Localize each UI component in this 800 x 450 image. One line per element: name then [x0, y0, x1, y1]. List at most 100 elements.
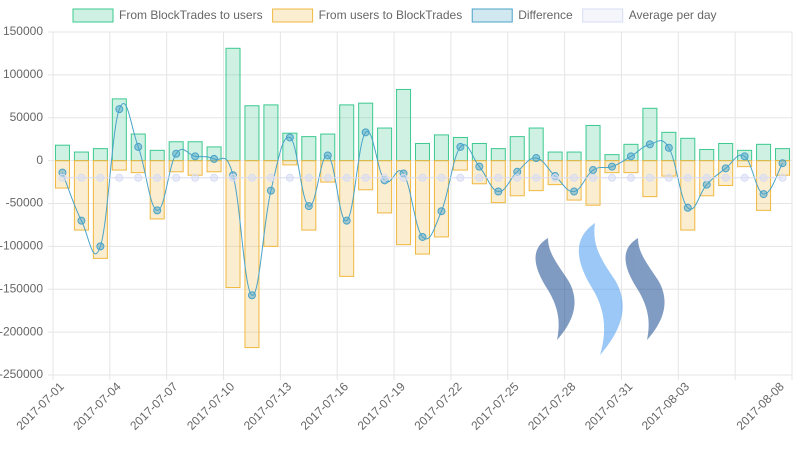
x-tick-label: 2017-07-16	[298, 379, 352, 433]
bar	[225, 47, 241, 162]
point	[721, 164, 730, 173]
point	[645, 140, 654, 149]
point	[740, 173, 749, 182]
bar	[642, 107, 658, 162]
x-tick-label: 2017-07-07	[127, 379, 181, 433]
x-tick-label: 2017-08-03	[639, 379, 693, 433]
bar	[130, 160, 146, 174]
x-tick-label: 2017-07-28	[525, 379, 579, 433]
x-tick-label: 2017-07-25	[468, 379, 522, 433]
point	[456, 173, 465, 182]
bar	[433, 134, 449, 162]
point	[172, 173, 181, 182]
point	[607, 162, 616, 171]
point	[551, 173, 560, 182]
y-tick-label: 150000	[3, 24, 43, 38]
x-tick-label: 2017-07-31	[582, 379, 636, 433]
point	[229, 173, 238, 182]
point	[759, 190, 768, 199]
bar	[718, 142, 734, 162]
point	[740, 152, 749, 161]
bar	[339, 104, 355, 162]
point	[210, 173, 219, 182]
point	[778, 173, 787, 182]
bar	[263, 104, 279, 162]
y-tick-label: 100000	[3, 67, 43, 81]
bar	[756, 160, 772, 211]
point	[626, 173, 635, 182]
point	[323, 173, 332, 182]
bar	[149, 149, 165, 162]
bar	[244, 105, 260, 162]
point	[418, 232, 427, 241]
point	[683, 203, 692, 212]
point	[721, 173, 730, 182]
point	[134, 142, 143, 151]
bar	[566, 151, 582, 162]
point	[285, 173, 294, 182]
point	[115, 173, 124, 182]
bar	[756, 143, 772, 162]
point	[570, 173, 579, 182]
point	[361, 173, 370, 182]
point	[513, 173, 522, 182]
bar	[282, 160, 298, 166]
point	[266, 186, 275, 195]
point	[323, 151, 332, 160]
point	[437, 173, 446, 182]
bar	[433, 160, 449, 238]
point	[380, 173, 389, 182]
point	[626, 152, 635, 161]
bar	[54, 144, 70, 162]
legend-label: From BlockTrades to users	[119, 8, 263, 22]
point	[191, 152, 200, 161]
bar	[680, 137, 696, 162]
bar	[149, 160, 165, 220]
bar	[585, 124, 601, 162]
point	[702, 180, 711, 189]
point	[172, 149, 181, 158]
point	[77, 216, 86, 225]
point	[664, 143, 673, 152]
point	[247, 173, 256, 182]
bar	[452, 160, 468, 171]
steem-logo	[535, 223, 665, 355]
point	[437, 207, 446, 216]
point	[58, 173, 67, 182]
bar	[509, 136, 525, 162]
grid	[48, 31, 793, 380]
y-tick-label: -200000	[0, 324, 43, 338]
point	[134, 173, 143, 182]
point	[494, 187, 503, 196]
legend-swatch	[582, 8, 624, 23]
bar	[490, 148, 506, 162]
point	[191, 173, 200, 182]
y-tick-label: 0	[36, 153, 43, 167]
bar	[414, 142, 431, 162]
bar	[92, 148, 108, 162]
point	[285, 133, 294, 142]
x-tick-label: 2017-07-22	[411, 379, 465, 433]
point	[456, 142, 465, 151]
point	[494, 173, 503, 182]
bar	[604, 154, 620, 162]
point	[589, 173, 598, 182]
point	[153, 173, 162, 182]
point	[77, 173, 86, 182]
bar	[737, 160, 753, 168]
point	[153, 206, 162, 215]
point	[247, 291, 256, 300]
x-tick-label: 2017-07-04	[70, 379, 124, 433]
y-tick-label: -250000	[0, 367, 43, 381]
point	[683, 173, 692, 182]
legend-swatch	[272, 8, 314, 23]
point	[418, 173, 427, 182]
point	[778, 159, 787, 168]
point	[96, 242, 105, 251]
bar	[699, 148, 715, 162]
bar	[187, 160, 203, 176]
point	[361, 128, 370, 137]
point	[304, 202, 313, 211]
point	[399, 173, 408, 182]
